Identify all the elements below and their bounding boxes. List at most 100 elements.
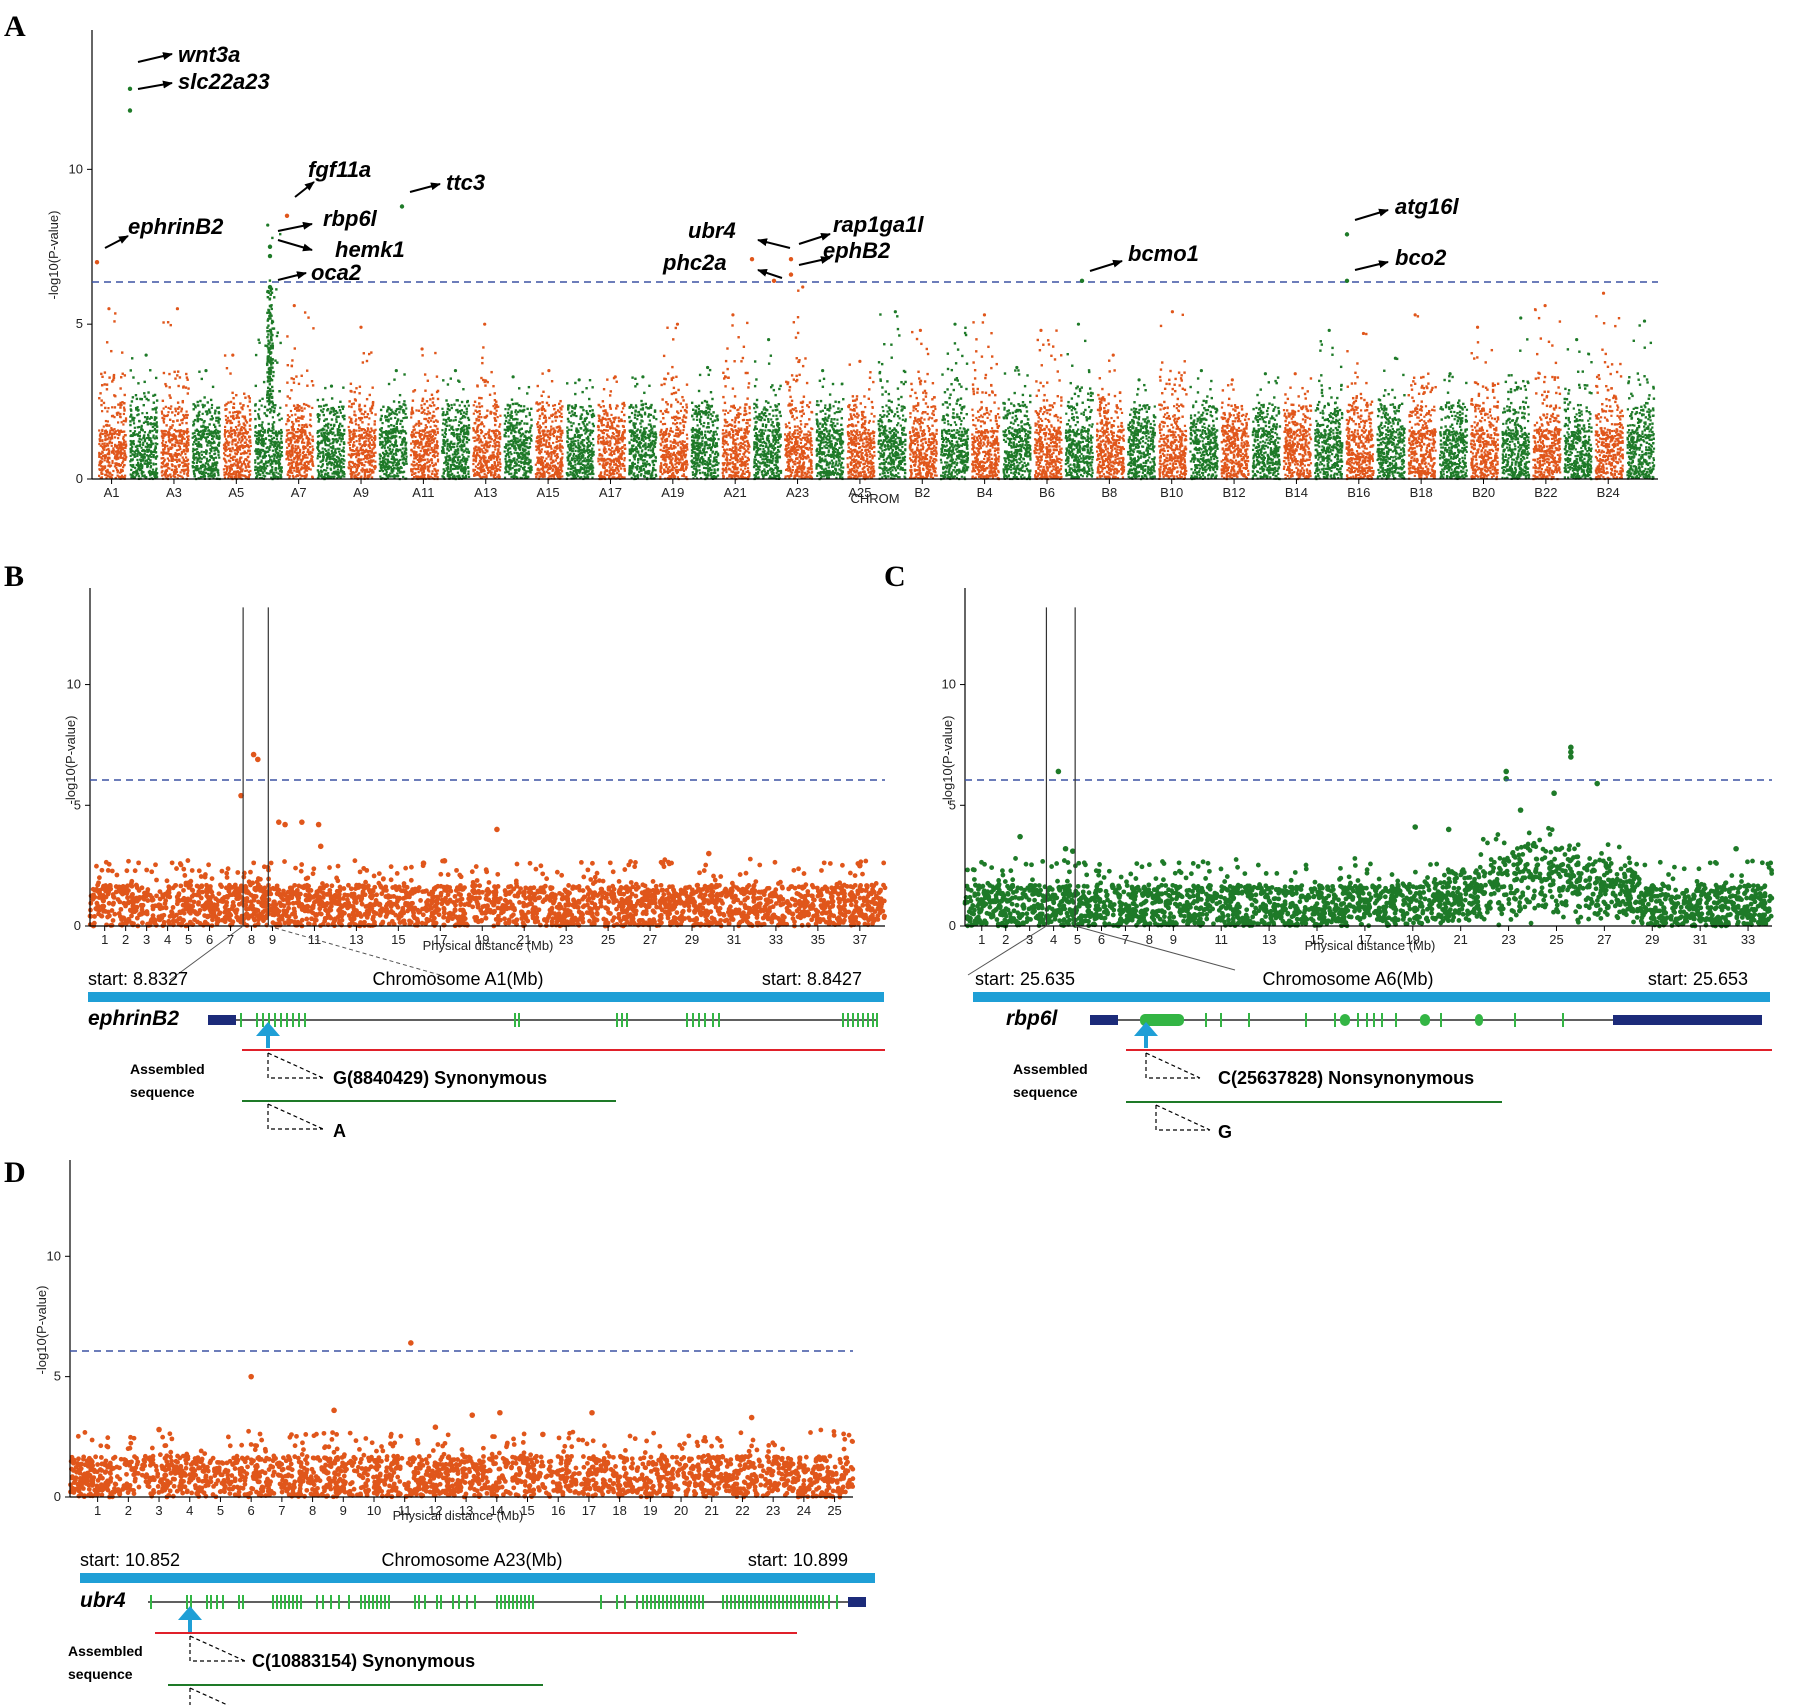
panel-a-point: [431, 429, 434, 432]
panel-a-point: [259, 452, 262, 455]
panel-a-point: [261, 439, 264, 442]
panel-a-point: [374, 413, 377, 416]
panel-a-point: [457, 424, 461, 427]
panel-a-point: [180, 410, 183, 413]
panel-a-point: [431, 416, 434, 420]
panel-a-point: [312, 327, 315, 330]
panel-a-point: [461, 453, 464, 456]
panel-a-point: [279, 453, 282, 456]
panel-a-point: [478, 409, 481, 413]
panel-a-point: [155, 406, 158, 409]
panel-a-point: [229, 433, 232, 437]
panel-a-point: [367, 423, 370, 426]
panel-a-point: [243, 474, 246, 477]
panel-a-point: [434, 351, 437, 355]
panel-a-point: [145, 459, 149, 462]
panel-a-point: [465, 407, 468, 410]
panel-a-point: [382, 431, 385, 434]
panel-a-point: [433, 467, 436, 470]
panel-a-peak-point: [394, 369, 398, 373]
panel-a-point: [249, 428, 252, 431]
panel-a-point: [410, 442, 413, 445]
panel-a-point: [107, 407, 110, 410]
panel-a-point: [205, 440, 208, 443]
panel-a-point: [332, 410, 335, 413]
panel-a-point: [170, 405, 173, 408]
panel-a-point: [114, 464, 118, 467]
panel-a-point: [210, 406, 213, 409]
panel-a-point: [262, 437, 265, 441]
panel-a-point: [101, 451, 104, 454]
panel-a-point: [353, 432, 356, 435]
panel-a-point: [113, 406, 117, 409]
panel-a-point: [325, 403, 328, 407]
panel-a-point: [245, 476, 249, 479]
panel-a-point: [111, 432, 114, 435]
panel-a-point: [381, 457, 384, 460]
panel-a-point: [152, 442, 155, 445]
panel-a-point: [426, 434, 429, 438]
panel-a-point: [131, 441, 135, 444]
panel-a-point: [374, 437, 377, 441]
panel-a-point: [193, 457, 196, 460]
panel-a-point: [171, 424, 174, 427]
panel-a-point: [120, 474, 124, 477]
panel-a-chrom-A3: [160, 307, 190, 481]
panel-a-point: [330, 449, 333, 453]
panel-a-point: [303, 433, 306, 436]
panel-a-point: [100, 399, 103, 402]
panel-a-point: [388, 412, 391, 415]
panel-a-point: [149, 369, 152, 372]
panel-a-point: [368, 430, 371, 433]
panel-a-point: [264, 442, 267, 445]
panel-a-point: [380, 468, 383, 471]
panel-a-point: [280, 469, 283, 473]
panel-a-point: [164, 473, 167, 476]
panel-a-point: [205, 436, 208, 439]
panel-a-point: [117, 431, 121, 434]
panel-a-point: [271, 425, 275, 428]
panel-a-point: [403, 430, 407, 433]
panel-a-point: [368, 417, 371, 420]
panel-a-point: [164, 382, 167, 386]
panel-a-point: [268, 448, 271, 452]
panel-a-point: [233, 455, 236, 458]
panel-a-point: [180, 475, 183, 478]
panel-a-point: [249, 418, 252, 421]
panel-a-point: [98, 442, 101, 446]
panel-a-point: [183, 442, 186, 445]
panel-a-point: [372, 454, 375, 458]
panel-a-point: [108, 376, 111, 379]
panel-a-point: [339, 411, 342, 414]
panel-a-point: [401, 453, 404, 456]
panel-a-point: [113, 457, 116, 460]
panel-a-point: [152, 462, 155, 465]
panel-a-point: [120, 470, 123, 473]
panel-a-point: [116, 433, 119, 436]
panel-a-point: [237, 476, 241, 479]
panel-a-point: [257, 433, 261, 436]
panel-a-point: [134, 452, 137, 455]
panel-a-point: [342, 450, 345, 453]
panel-a-point: [436, 389, 440, 393]
panel-a-point: [155, 435, 158, 438]
panel-a-point: [248, 397, 251, 400]
panel-a-point: [241, 435, 244, 439]
panel-a-point: [134, 466, 137, 469]
panel-a-point: [116, 471, 119, 474]
panel-a-point: [147, 455, 150, 458]
panel-a-point: [474, 459, 477, 462]
panel-a-point: [177, 448, 180, 451]
panel-a-point: [387, 425, 390, 428]
panel-a-point: [329, 442, 332, 445]
panel-a-point: [132, 443, 135, 446]
panel-a-point: [292, 381, 296, 384]
panel-a-point: [394, 412, 397, 415]
panel-a-point: [224, 472, 228, 476]
panel-a-point: [151, 429, 154, 433]
panel-a-point: [257, 415, 260, 418]
panel-a-point: [131, 416, 134, 419]
panel-a-point: [103, 456, 107, 460]
panel-a-point: [288, 397, 292, 400]
panel-a-point: [397, 430, 400, 433]
